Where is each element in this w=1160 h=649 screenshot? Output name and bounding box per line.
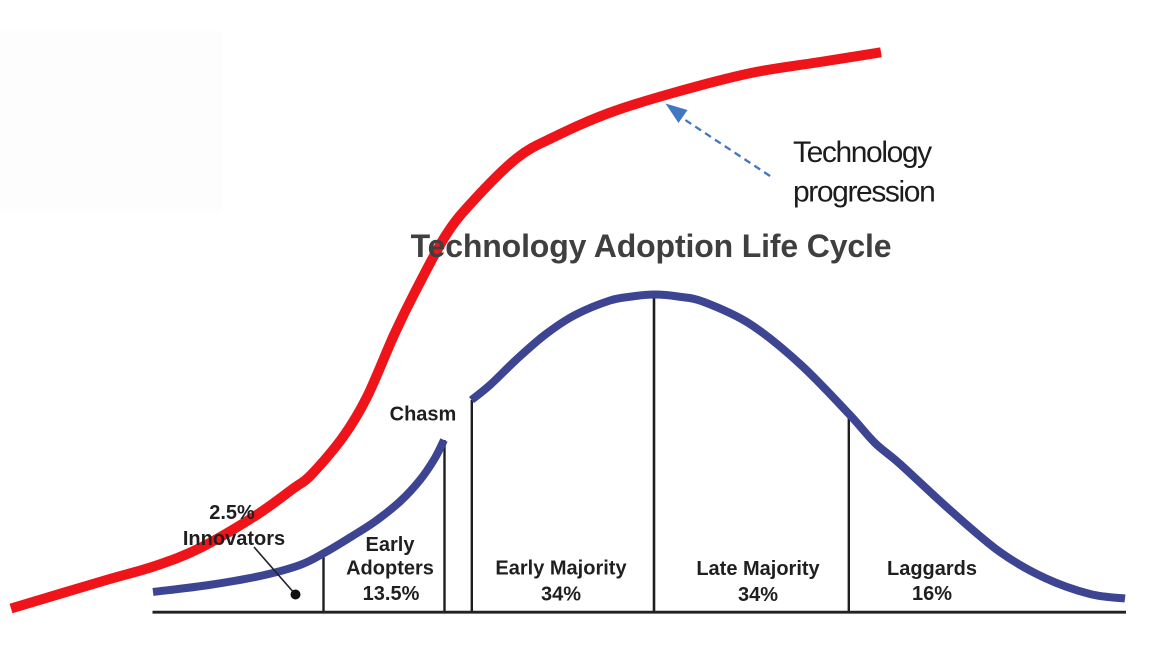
svg-text:13.5%: 13.5% [363,583,420,605]
svg-text:34%: 34% [738,584,778,606]
svg-text:Chasm: Chasm [390,404,457,426]
svg-text:34%: 34% [541,584,581,606]
svg-text:Technology: Technology [793,136,932,169]
svg-text:Early Majority: Early Majority [495,558,627,580]
svg-text:Technology Adoption Life Cycle: Technology Adoption Life Cycle [411,228,892,264]
svg-text:Adopters: Adopters [346,558,434,580]
svg-text:Early: Early [366,534,416,556]
svg-text:Laggards: Laggards [887,558,977,580]
svg-text:progression: progression [793,176,934,209]
svg-text:2.5%: 2.5% [209,502,255,524]
svg-text:Late Majority: Late Majority [696,558,820,580]
svg-text:16%: 16% [912,583,952,605]
svg-text:Innovators: Innovators [183,528,285,550]
